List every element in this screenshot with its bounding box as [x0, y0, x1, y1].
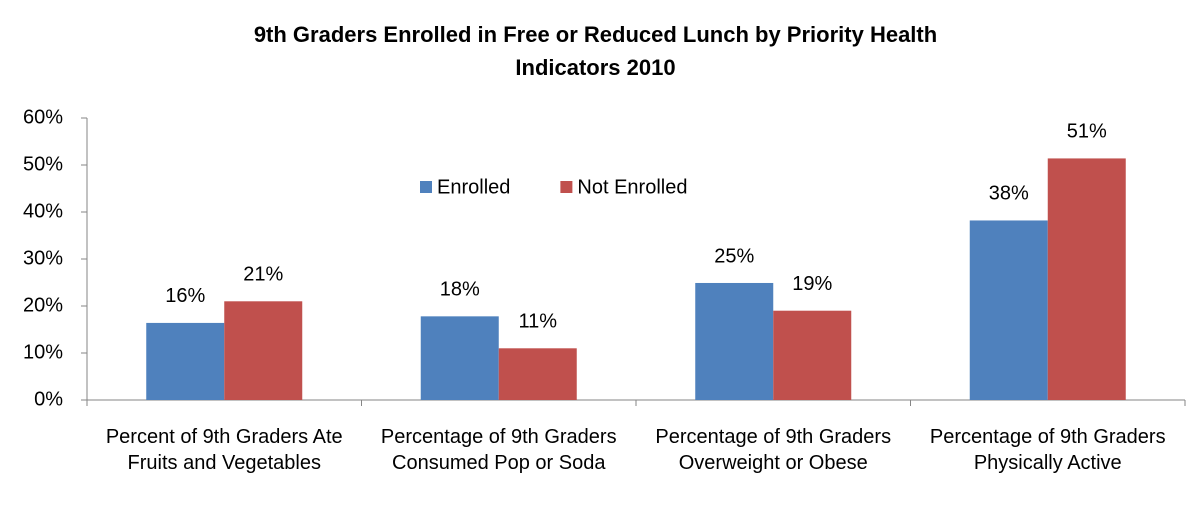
bar [773, 310, 852, 400]
y-tick-label: 30% [23, 247, 63, 269]
bar [146, 322, 225, 400]
x-tick-label: Percent of 9th Graders Ate Fruits and Ve… [105, 426, 343, 474]
x-tick-label: Percentage of 9th Graders Physically Act… [929, 426, 1166, 474]
bar [969, 220, 1048, 400]
legend-label: Enrolled [437, 176, 510, 198]
data-label: 18% [440, 279, 480, 301]
data-label: 25% [714, 245, 754, 267]
bar [1047, 158, 1126, 400]
data-label: 16% [165, 285, 205, 307]
bar [695, 282, 774, 400]
data-label: 11% [518, 311, 557, 333]
y-tick-label: 0% [34, 388, 63, 410]
data-label: 38% [989, 183, 1029, 205]
data-label: 51% [1067, 121, 1107, 143]
x-tick-label: Percentage of 9th Graders Overweight or … [655, 426, 892, 474]
data-label: 21% [243, 264, 283, 286]
y-tick-label: 40% [23, 200, 63, 222]
legend-swatch [420, 181, 432, 193]
data-label: 19% [792, 273, 832, 295]
chart-title: 9th Graders Enrolled in Free or Reduced … [253, 22, 938, 80]
y-tick-label: 20% [23, 294, 63, 316]
bar [498, 348, 577, 400]
y-tick-label: 10% [23, 341, 63, 363]
bar [420, 316, 499, 400]
legend-swatch [560, 181, 573, 193]
x-tick-label: Percentage of 9th Graders Consumed Pop o… [380, 426, 617, 474]
bar [224, 301, 303, 400]
y-tick-label: 50% [23, 153, 63, 175]
legend-label: Not Enrolled [577, 176, 687, 198]
y-tick-label: 60% [23, 106, 63, 128]
